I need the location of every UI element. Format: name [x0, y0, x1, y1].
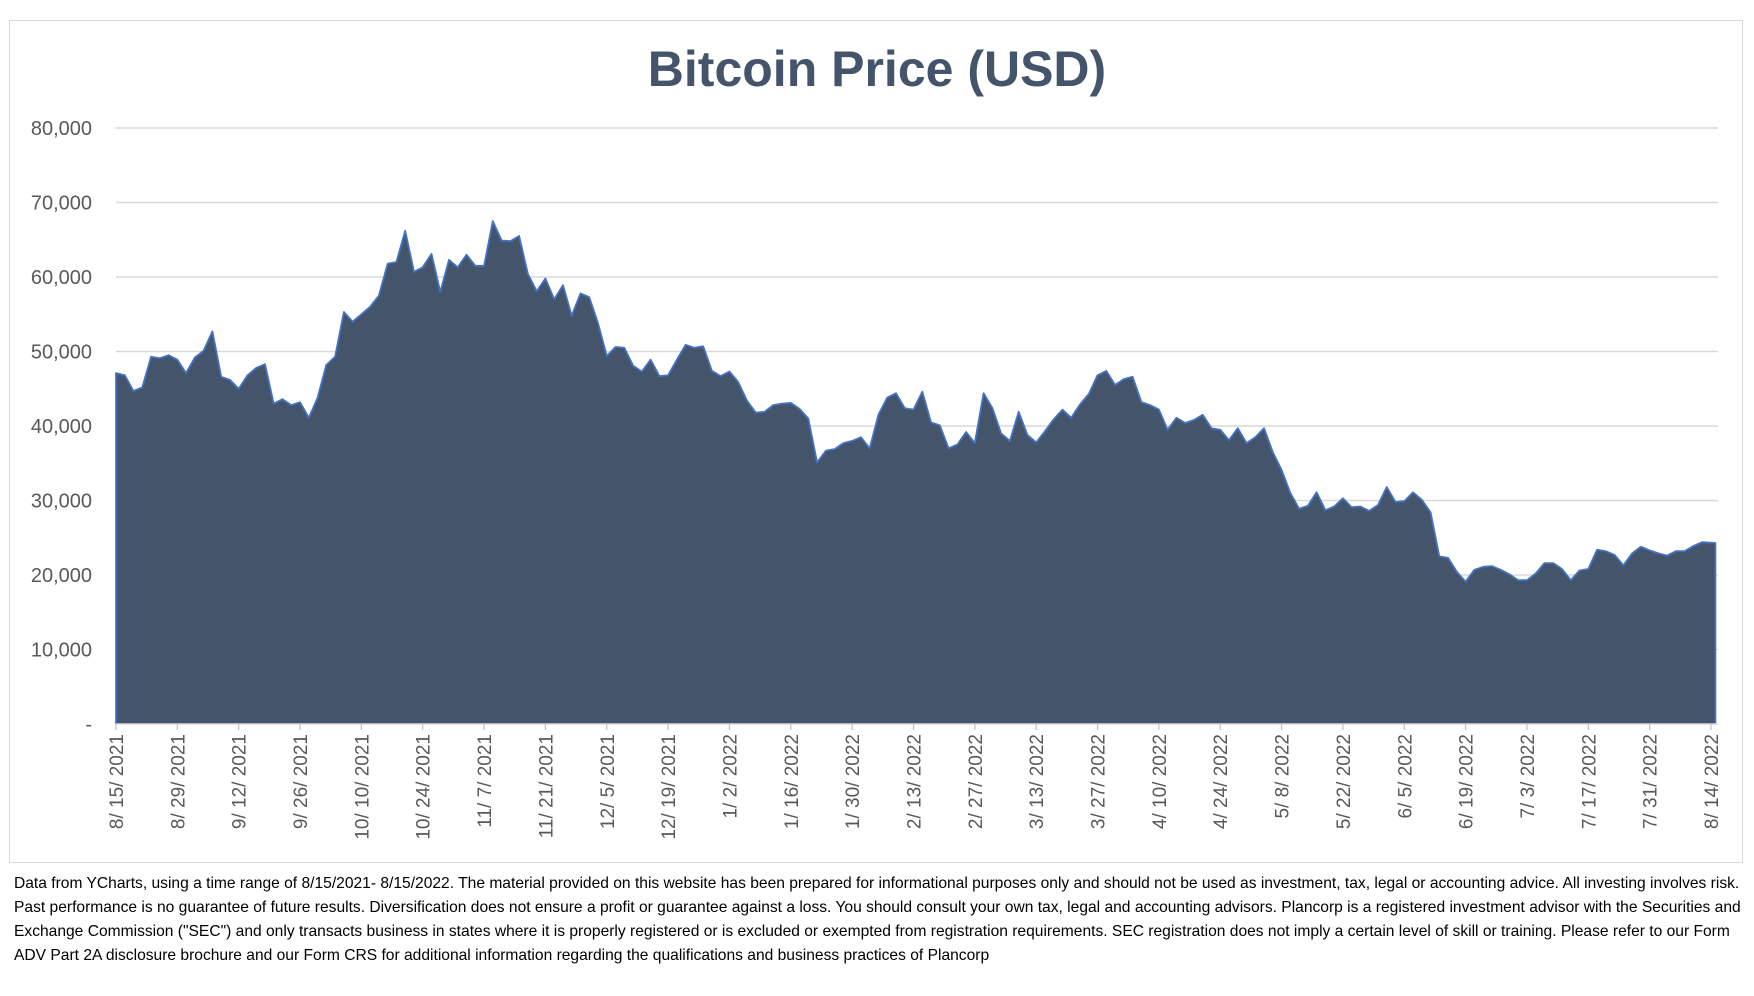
x-tick-label: 2/ 13/ 2022	[905, 734, 926, 829]
x-tick-label: 9/ 12/ 2021	[230, 734, 251, 829]
x-tick-label: 10/ 24/ 2021	[414, 734, 435, 840]
y-axis: - 10,000 20,000 30,000 40,000 50,000 60,000 70,…	[31, 118, 92, 736]
x-tick-label: 7/ 3/ 2022	[1518, 734, 1539, 819]
x-tick-label: 5/ 8/ 2022	[1273, 734, 1294, 819]
bitcoin-price-chart: Bitcoin Price (USD) - 10,000 20,000 30,000 4…	[31, 41, 1723, 840]
x-tick-label: 11/ 21/ 2021	[536, 734, 557, 838]
y-tick-label: 70,000	[31, 193, 92, 215]
x-tick-label: 3/ 27/ 2022	[1089, 734, 1110, 829]
y-tick-label: 30,000	[31, 491, 92, 513]
x-tick-label: 5/ 22/ 2022	[1334, 734, 1355, 829]
y-tick-label: -	[85, 714, 92, 736]
price-area-fill	[116, 221, 1716, 724]
x-tick-label: 3/ 13/ 2022	[1027, 734, 1048, 829]
x-tick-label: 4/ 10/ 2022	[1150, 734, 1171, 829]
y-tick-label: 10,000	[31, 640, 92, 662]
x-tick-label: 1/ 2/ 2022	[721, 734, 742, 819]
y-tick-label: 80,000	[31, 118, 92, 140]
x-tick-label: 7/ 31/ 2022	[1641, 734, 1662, 829]
x-tick-label: 9/ 26/ 2021	[291, 734, 312, 829]
x-tick-label: 2/ 27/ 2022	[966, 734, 987, 829]
chart-title: Bitcoin Price (USD)	[648, 41, 1106, 97]
x-tick-label: 12/ 5/ 2021	[598, 734, 619, 829]
x-tick-label: 4/ 24/ 2022	[1211, 734, 1232, 829]
x-tick-label: 11/ 7/ 2021	[475, 734, 496, 828]
x-tick-label: 12/ 19/ 2021	[659, 734, 680, 840]
x-tick-label: 10/ 10/ 2021	[352, 734, 373, 840]
y-tick-label: 60,000	[31, 267, 92, 289]
plot-area	[115, 220, 1717, 724]
x-tick-label: 6/ 5/ 2022	[1395, 734, 1416, 819]
disclaimer-text: Data from YCharts, using a time range of…	[14, 875, 1741, 964]
x-tick-label: 8/ 29/ 2021	[168, 734, 189, 829]
x-tick-label: 8/ 15/ 2021	[107, 734, 128, 829]
x-tick-label: 7/ 17/ 2022	[1579, 734, 1600, 829]
x-tick-label: 1/ 30/ 2022	[843, 734, 864, 829]
x-tick-label: 8/ 14/ 2022	[1702, 734, 1723, 829]
y-tick-label: 50,000	[31, 342, 92, 364]
y-tick-label: 20,000	[31, 565, 92, 587]
price-line	[115, 220, 1717, 724]
y-tick-label: 40,000	[31, 416, 92, 438]
x-axis: 8/ 15/ 2021 8/ 29/ 2021 9/ 12/ 2021 9/ 26/ …	[107, 723, 1723, 840]
x-tick-label: 1/ 16/ 2022	[782, 734, 803, 829]
x-tick-label: 6/ 19/ 2022	[1457, 734, 1478, 829]
